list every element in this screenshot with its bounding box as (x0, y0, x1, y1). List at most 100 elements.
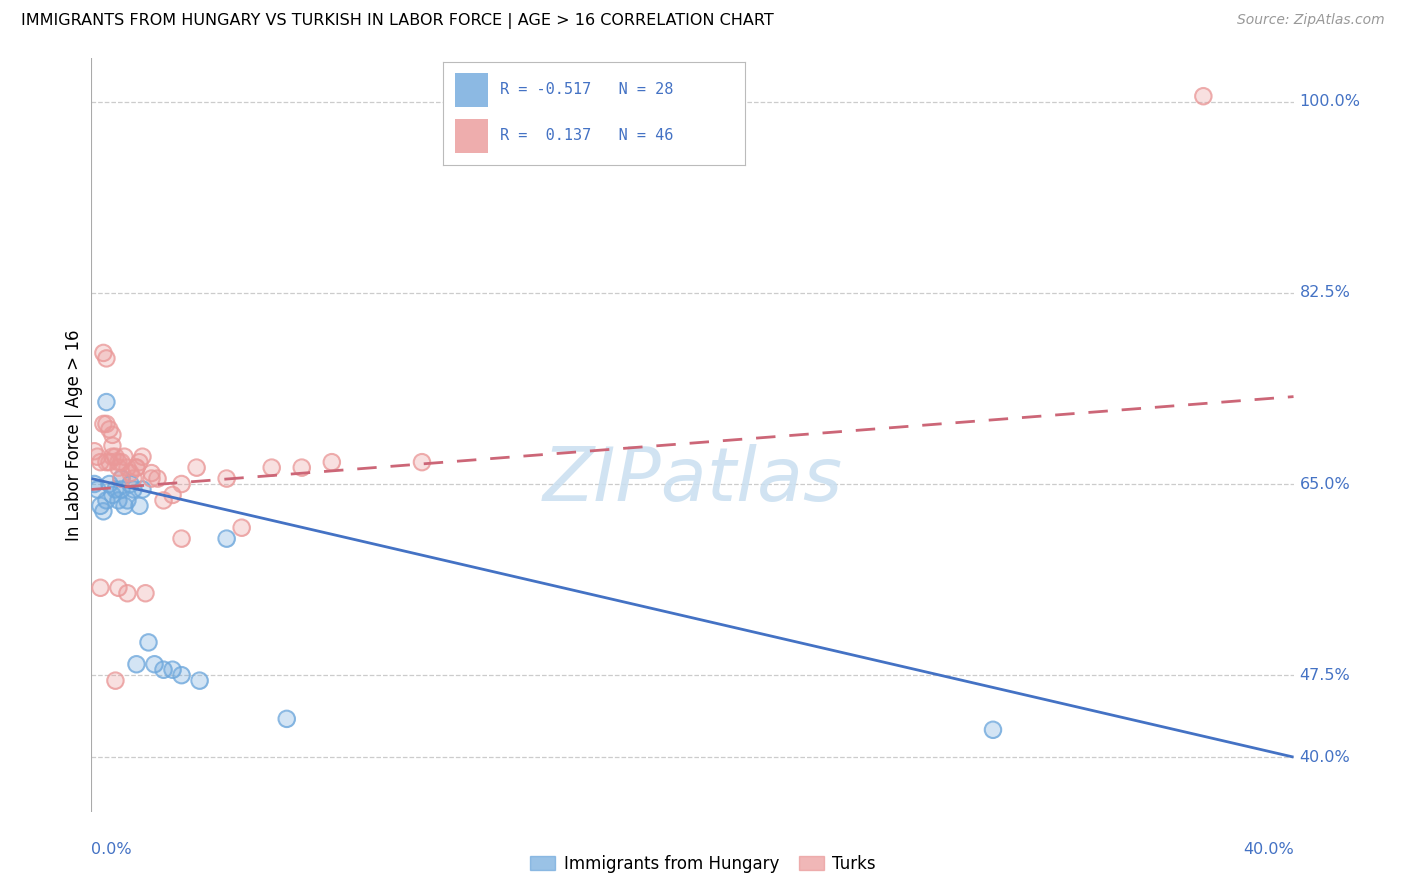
Point (89, 581, 111, 595)
Point (186, 460, 208, 475)
Point (125, 657, 148, 672)
Point (1192, 89, 1215, 103)
Point (134, 586, 156, 600)
Point (83, 444, 105, 458)
Point (107, 493, 129, 508)
Point (110, 471, 132, 485)
Point (83, 444, 105, 458)
Point (98, 477, 121, 491)
Point (188, 673, 211, 688)
Point (131, 483, 153, 497)
Point (138, 635, 160, 649)
Point (260, 460, 283, 475)
Point (101, 427, 124, 442)
Point (981, 723, 1004, 737)
Point (89, 455, 111, 469)
Point (114, 499, 136, 513)
Point (117, 460, 139, 475)
Point (141, 466, 163, 480)
Point (141, 471, 163, 485)
Point (93, 417, 115, 431)
Point (141, 466, 163, 480)
Y-axis label: In Labor Force | Age > 16: In Labor Force | Age > 16 (65, 329, 83, 541)
Point (141, 471, 163, 485)
Point (128, 499, 150, 513)
Point (125, 657, 148, 672)
Point (152, 663, 174, 677)
Point (96, 395, 118, 409)
Point (110, 471, 132, 485)
Point (125, 460, 148, 475)
Point (104, 483, 127, 497)
Point (122, 471, 145, 485)
Point (117, 586, 139, 600)
Point (260, 460, 283, 475)
Text: 65.0%: 65.0% (1299, 476, 1350, 491)
Point (170, 668, 193, 682)
Point (981, 723, 1004, 737)
Point (231, 521, 253, 535)
Point (291, 460, 314, 475)
Point (107, 455, 129, 469)
Point (131, 450, 153, 464)
Point (104, 673, 127, 688)
Point (128, 455, 150, 469)
Point (117, 493, 139, 508)
Point (162, 663, 184, 677)
Point (86, 483, 108, 497)
Point (98, 455, 121, 469)
Point (93, 346, 115, 360)
Point (96, 351, 118, 366)
Point (104, 450, 127, 464)
Point (143, 657, 166, 672)
Point (96, 493, 118, 508)
Point (110, 471, 132, 485)
Point (110, 455, 132, 469)
Point (83, 477, 105, 491)
Point (96, 351, 118, 366)
Point (93, 346, 115, 360)
Point (186, 460, 208, 475)
Point (89, 581, 111, 595)
Text: 40.0%: 40.0% (1243, 842, 1294, 857)
Point (96, 417, 118, 431)
Point (96, 417, 118, 431)
Point (152, 663, 174, 677)
Point (125, 460, 148, 475)
Point (89, 455, 111, 469)
Point (131, 483, 153, 497)
Point (128, 455, 150, 469)
Point (411, 455, 433, 469)
Point (170, 532, 193, 546)
Point (98, 477, 121, 491)
Point (93, 417, 115, 431)
Text: R =  0.137   N = 46: R = 0.137 N = 46 (501, 128, 673, 144)
Point (120, 477, 142, 491)
Point (101, 439, 124, 453)
Point (215, 532, 238, 546)
Point (101, 427, 124, 442)
Point (146, 471, 169, 485)
Point (117, 586, 139, 600)
Point (143, 657, 166, 672)
Point (83, 477, 105, 491)
Point (162, 488, 184, 502)
Point (110, 455, 132, 469)
Point (93, 504, 115, 518)
Point (120, 477, 142, 491)
Text: 40.0%: 40.0% (1299, 749, 1350, 764)
Point (188, 673, 211, 688)
Point (96, 493, 118, 508)
Point (231, 521, 253, 535)
Point (134, 586, 156, 600)
Point (110, 471, 132, 485)
Point (104, 673, 127, 688)
Point (122, 471, 145, 485)
Point (107, 460, 129, 475)
Point (276, 712, 298, 726)
Point (170, 477, 193, 491)
Point (122, 483, 145, 497)
Point (152, 493, 174, 508)
Point (114, 450, 136, 464)
Point (125, 460, 148, 475)
